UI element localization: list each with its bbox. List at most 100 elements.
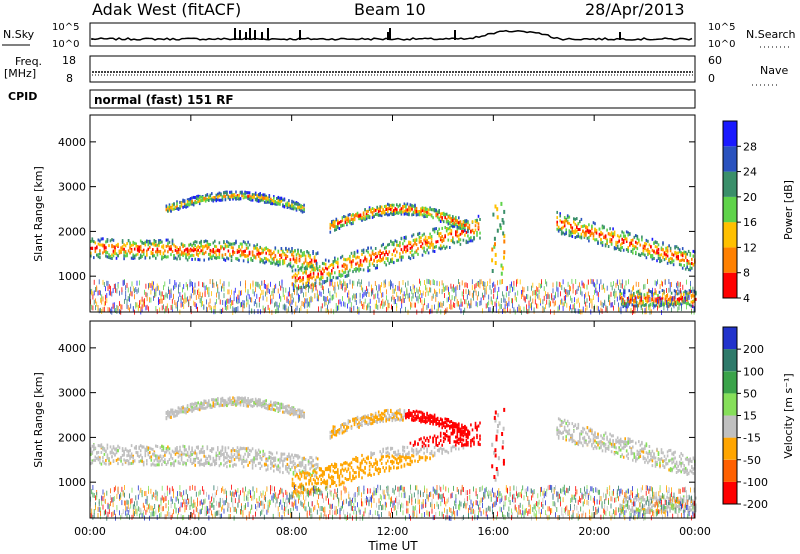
echo-cell	[463, 294, 464, 300]
echo-cell	[513, 307, 515, 313]
echo-cell	[294, 202, 296, 206]
echo-cell	[329, 273, 332, 277]
echo-cell	[144, 289, 145, 295]
echo-cell	[307, 251, 310, 255]
echo-cell	[182, 461, 184, 465]
echo-cell	[652, 292, 653, 298]
echo-cell	[643, 293, 646, 297]
echo-cell	[251, 297, 253, 303]
echo-cell	[144, 449, 147, 453]
echo-cell	[194, 196, 196, 200]
echo-cell	[348, 295, 350, 301]
echo-cell	[658, 296, 661, 300]
echo-cell	[376, 266, 378, 270]
echo-cell	[111, 448, 113, 452]
echo-cell	[686, 279, 687, 285]
echo-cell	[236, 194, 239, 198]
echo-cell	[215, 199, 218, 203]
echo-cell	[439, 244, 442, 248]
echo-cell	[565, 294, 566, 300]
echo-cell	[165, 450, 168, 454]
echo-cell	[141, 254, 143, 258]
echo-cell	[165, 447, 168, 450]
echo-cell	[422, 290, 424, 296]
echo-cell	[145, 291, 147, 297]
echo-cell	[176, 204, 178, 208]
echo-cell	[289, 258, 292, 262]
echo-cell	[424, 213, 427, 217]
echo-cell	[634, 308, 636, 314]
echo-cell	[295, 278, 297, 284]
echo-cell	[574, 303, 575, 308]
echo-cell	[633, 299, 635, 302]
echo-cell	[306, 280, 309, 284]
echo-cell	[189, 247, 192, 251]
echo-cell	[256, 194, 258, 198]
echo-cell	[241, 301, 242, 307]
echo-cell	[629, 242, 631, 246]
echo-cell	[123, 449, 125, 453]
echo-cell	[154, 292, 156, 297]
echo-cell	[396, 292, 398, 297]
echo-cell	[343, 265, 345, 268]
echo-cell	[303, 266, 306, 270]
echo-cell	[569, 305, 570, 311]
echo-cell	[166, 293, 168, 299]
echo-cell	[312, 268, 315, 272]
echo-cell	[604, 243, 607, 247]
echo-cell	[509, 287, 511, 293]
echo-cell	[221, 197, 224, 201]
echo-cell	[402, 205, 404, 208]
echo-cell	[165, 204, 168, 208]
echo-cell	[476, 302, 478, 308]
echo-cell	[119, 290, 120, 296]
echo-cell	[453, 241, 456, 245]
echo-cell	[466, 294, 468, 300]
echo-cell	[279, 258, 281, 261]
echo-cell	[666, 261, 669, 265]
echo-cell	[692, 286, 694, 292]
echo-cell	[220, 400, 222, 404]
echo-cell	[690, 304, 693, 308]
echo-cell	[376, 205, 378, 209]
echo-cell	[126, 449, 128, 453]
echo-cell	[261, 280, 263, 286]
echo-cell	[208, 242, 210, 246]
echo-cell	[659, 299, 661, 305]
echo-cell	[412, 210, 415, 214]
echo-cell	[303, 470, 305, 474]
echo-cell	[171, 410, 174, 413]
echo-cell	[91, 444, 94, 448]
echo-cell	[149, 451, 151, 454]
echo-cell	[414, 238, 416, 242]
echo-cell	[367, 266, 369, 270]
echo-cell	[332, 260, 335, 264]
echo-cell	[91, 238, 94, 242]
echo-cell	[448, 296, 449, 302]
echo-cell	[575, 279, 577, 284]
echo-cell	[563, 301, 565, 307]
echo-cell	[268, 456, 271, 460]
echo-cell	[444, 286, 445, 292]
echo-cell	[559, 212, 561, 216]
echo-cell	[215, 245, 218, 249]
echo-cell	[188, 454, 190, 458]
echo-cell	[167, 448, 169, 452]
echo-cell	[283, 204, 286, 208]
echo-cell	[277, 288, 279, 294]
echo-cell	[214, 244, 216, 248]
echo-cell	[635, 281, 637, 287]
echo-cell	[353, 250, 356, 254]
echo-cell	[170, 408, 172, 412]
echo-cell	[276, 197, 278, 200]
echo-cell	[217, 397, 219, 401]
echo-cell	[429, 242, 431, 246]
echo-cell	[113, 302, 115, 308]
echo-cell	[374, 252, 377, 255]
echo-cell	[93, 448, 95, 452]
echo-cell	[370, 254, 372, 258]
echo-cell	[92, 291, 94, 297]
echo-cell	[103, 246, 106, 250]
echo-cell	[377, 259, 380, 262]
echo-cell	[459, 282, 461, 288]
